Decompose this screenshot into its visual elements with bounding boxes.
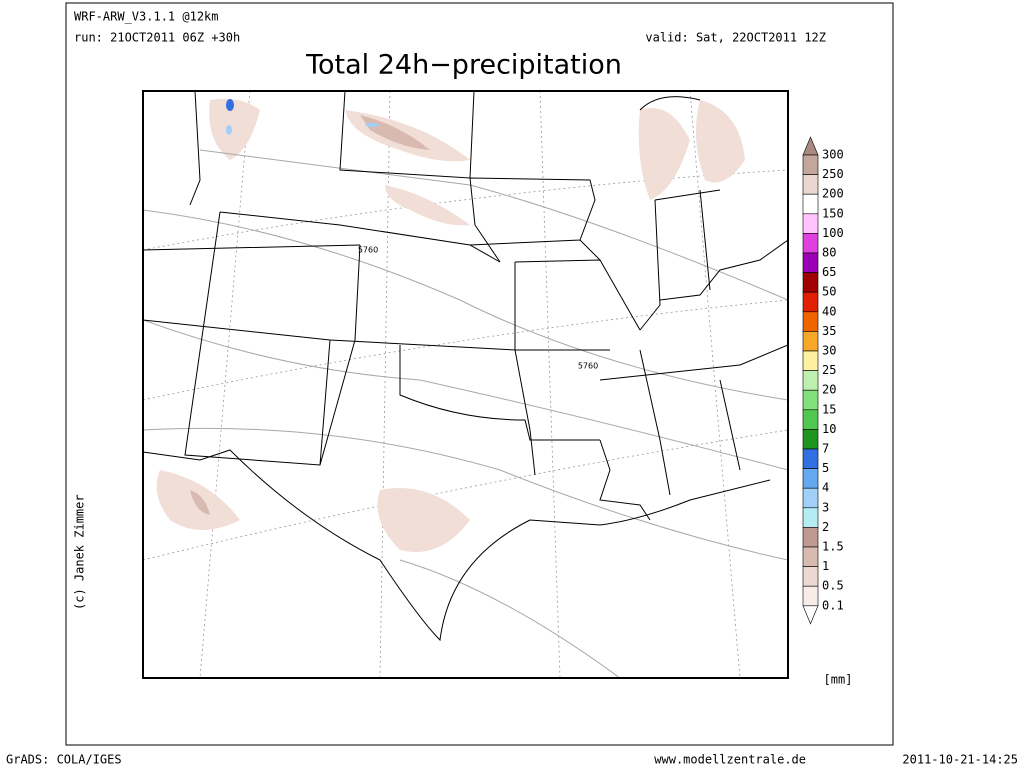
legend-label: 5 <box>822 461 829 475</box>
legend-label: 25 <box>822 363 836 377</box>
legend-swatch <box>802 409 819 430</box>
legend-swatch <box>802 213 819 234</box>
credit: (c) Janek Zimmer <box>73 494 87 610</box>
legend-label: 250 <box>822 167 844 181</box>
legend-label: 80 <box>822 246 836 260</box>
legend-swatch <box>802 311 819 332</box>
legend-label: 300 <box>822 148 844 162</box>
legend-label: 1 <box>822 559 829 573</box>
legend-swatch <box>802 331 819 352</box>
legend-label: 2 <box>822 520 829 534</box>
legend-swatch <box>802 448 819 469</box>
legend-swatch <box>802 389 819 411</box>
state-boundaries <box>143 91 788 642</box>
legend-swatch <box>802 585 819 607</box>
footer-left: GrADS: COLA/IGES <box>6 753 122 767</box>
legend-label: 50 <box>822 285 836 299</box>
map: 5760 5760 <box>142 90 789 679</box>
legend-swatch <box>802 546 819 567</box>
model-label: WRF-ARW_V3.1.1 @12km <box>74 10 219 24</box>
contour-label: 5760 <box>358 246 378 255</box>
legend-label: 3 <box>822 500 829 514</box>
legend-label: 10 <box>822 422 836 436</box>
contour-label: 5760 <box>578 362 598 371</box>
legend-label: 7 <box>822 442 829 456</box>
legend-arrow <box>802 605 819 625</box>
legend-swatch <box>802 291 819 313</box>
run-label: run: 21OCT2011 06Z +30h <box>74 31 240 45</box>
legend-label: 0.1 <box>822 598 844 612</box>
legend-swatch <box>802 429 819 450</box>
map-title: Total 24h−precipitation <box>305 50 622 81</box>
legend-label: 4 <box>822 481 829 495</box>
graticule <box>143 91 788 678</box>
plot-frame <box>65 2 894 746</box>
legend-swatch <box>802 272 819 293</box>
legend-swatch <box>802 350 819 371</box>
legend-label: 65 <box>822 265 836 279</box>
legend-label: 0.5 <box>822 579 844 593</box>
legend-swatch <box>802 507 819 528</box>
legend-label: 100 <box>822 226 844 240</box>
legend-swatch <box>802 252 819 273</box>
legend-unit: [mm] <box>824 673 853 687</box>
legend-label: 30 <box>822 344 836 358</box>
legend-label: 1.5 <box>822 540 844 554</box>
legend-label: 200 <box>822 187 844 201</box>
legend: 300 250 200 150 100 80 65 50 40 35 30 25 20 15 10 7 5 4 3 2… <box>802 136 844 625</box>
legend-label: 35 <box>822 324 836 338</box>
footer-right: 2011-10-21-14:25 <box>902 753 1018 767</box>
footer-center: www.modellzentrale.de <box>654 753 806 767</box>
precipitation <box>156 98 745 552</box>
legend-swatch <box>802 174 819 195</box>
legend-swatch <box>802 468 819 489</box>
legend-swatch <box>802 487 819 509</box>
legend-swatch <box>802 154 819 175</box>
height-contours <box>143 149 788 678</box>
legend-swatch <box>802 370 819 391</box>
legend-label: 15 <box>822 402 836 416</box>
map-frame <box>142 90 789 679</box>
legend-swatch <box>802 527 819 548</box>
legend-label: 40 <box>822 304 836 318</box>
legend-swatch <box>802 233 819 254</box>
legend-swatch <box>802 193 819 215</box>
legend-label: 20 <box>822 383 836 397</box>
valid-label: valid: Sat, 22OCT2011 12Z <box>645 31 826 45</box>
legend-label: 150 <box>822 206 844 220</box>
legend-swatch <box>802 566 819 587</box>
